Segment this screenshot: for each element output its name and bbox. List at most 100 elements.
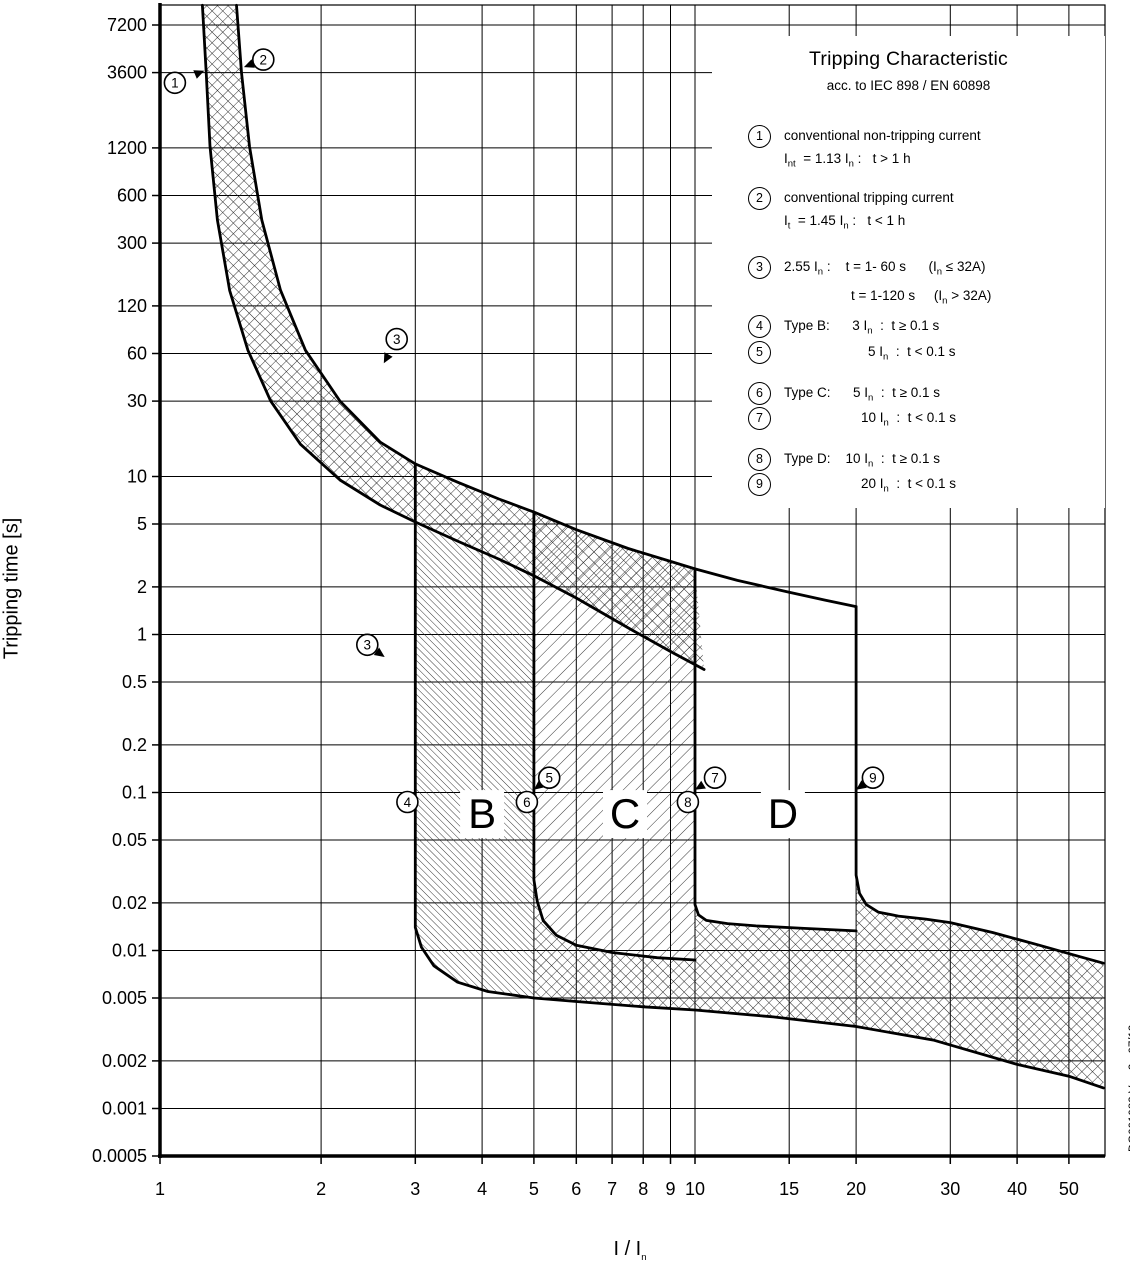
marker-pointer bbox=[193, 70, 205, 79]
legend-item-text: Type B: 3 In : t ≥ 0.1 s bbox=[784, 318, 940, 337]
x-tick-label: 4 bbox=[477, 1179, 487, 1199]
legend-item-text: conventional tripping current It = 1.45 I… bbox=[784, 190, 954, 232]
legend-item-text: 20 In : t < 0.1 s bbox=[861, 476, 956, 495]
marker-pointer bbox=[533, 780, 545, 790]
region-type-c-region bbox=[533, 512, 695, 960]
marker-number: 5 bbox=[545, 771, 553, 786]
x-tick-label: 10 bbox=[685, 1179, 705, 1199]
legend-items: 1 conventional non-tripping current Int = … bbox=[712, 36, 1105, 508]
y-tick-label: 600 bbox=[117, 186, 147, 206]
marker-number: 1 bbox=[171, 76, 179, 91]
x-tick-label: 3 bbox=[410, 1179, 420, 1199]
legend-subtitle: acc. to IEC 898 / EN 60898 bbox=[826, 78, 991, 93]
x-tick-label: 5 bbox=[529, 1179, 539, 1199]
x-axis-title: I / In bbox=[550, 1238, 710, 1263]
marker-number: 2 bbox=[260, 52, 268, 67]
y-tick-label: 0.2 bbox=[122, 735, 147, 755]
y-tick-label: 0.5 bbox=[122, 672, 147, 692]
marker-pointer bbox=[373, 647, 385, 657]
legend-item-9: 9 20 In : t < 0.1 s bbox=[748, 472, 956, 501]
x-tick-label: 15 bbox=[779, 1179, 799, 1199]
marker-circle-5 bbox=[537, 766, 561, 790]
marker-circle-7 bbox=[703, 766, 727, 790]
legend-item-text: conventional non-tripping current Int = 1… bbox=[784, 128, 981, 170]
legend-item-number: 8 bbox=[748, 448, 771, 471]
y-tick-label: 120 bbox=[117, 296, 147, 316]
marker-circle-3 bbox=[355, 633, 379, 657]
curve-type-c-magnetic-min-5In bbox=[532, 510, 697, 962]
region-type-b-region bbox=[415, 522, 534, 998]
y-tick-label: 0.005 bbox=[102, 988, 147, 1008]
legend-item-number: 9 bbox=[748, 473, 771, 496]
legend-item-1: 1 conventional non-tripping current Int = … bbox=[748, 124, 981, 176]
marker-pointer bbox=[383, 352, 393, 364]
legend-panel: Tripping Characteristic acc. to IEC 898 … bbox=[712, 36, 1105, 508]
marker-circle-3 bbox=[385, 327, 409, 351]
marker-circle-9 bbox=[861, 766, 885, 790]
zone-letters: B C D bbox=[460, 790, 805, 839]
y-tick-label: 30 bbox=[127, 391, 147, 411]
y-tick-label: 0.02 bbox=[112, 893, 147, 913]
zone-label-C: C bbox=[610, 790, 640, 837]
y-tick-label: 0.05 bbox=[112, 830, 147, 850]
marker-pointer bbox=[856, 780, 867, 790]
marker-pointer bbox=[695, 780, 706, 790]
legend-item-number: 3 bbox=[748, 256, 771, 279]
marker-number: 7 bbox=[711, 771, 719, 786]
marker-circle-8 bbox=[676, 790, 700, 814]
legend-item-2: 2 conventional tripping current It = 1.45 … bbox=[748, 186, 954, 238]
y-tick-label: 300 bbox=[117, 233, 147, 253]
marker-number: 3 bbox=[364, 638, 372, 653]
legend-item-5: 5 5 In : t < 0.1 s bbox=[748, 340, 955, 369]
y-tick-label: 0.001 bbox=[102, 1099, 147, 1119]
marker-number: 6 bbox=[523, 795, 531, 810]
legend-item-text: 10 In : t < 0.1 s bbox=[861, 410, 956, 429]
x-axis-title-subscript: n bbox=[641, 1252, 647, 1263]
y-tick-label: 5 bbox=[137, 514, 147, 534]
marker-circle-6 bbox=[515, 790, 539, 814]
y-tick-label: 1 bbox=[137, 625, 147, 645]
zone-label-D: D bbox=[768, 790, 798, 837]
x-tick-label: 20 bbox=[846, 1179, 866, 1199]
legend-item-number: 2 bbox=[748, 187, 771, 210]
y-tick-label: 0.0005 bbox=[92, 1146, 147, 1166]
marker-number: 4 bbox=[404, 795, 412, 810]
x-axis-title-text: I / I bbox=[613, 1238, 642, 1260]
x-tick-label: 8 bbox=[638, 1179, 648, 1199]
zone-label-B: B bbox=[468, 790, 496, 837]
marker-circle-1 bbox=[163, 71, 187, 95]
legend-item-4: 4 Type B: 3 In : t ≥ 0.1 s bbox=[748, 314, 939, 343]
legend-item-text: 5 In : t < 0.1 s bbox=[868, 344, 956, 363]
legend-item-7: 7 10 In : t < 0.1 s bbox=[748, 406, 956, 435]
y-tick-label: 10 bbox=[127, 467, 147, 487]
legend-title: Tripping Characteristic bbox=[809, 48, 1008, 70]
legend-item-8: 8 Type D: 10 In : t ≥ 0.1 s bbox=[748, 447, 940, 476]
region-instantaneous-tripping-band bbox=[533, 875, 1104, 1088]
marker-circle-4 bbox=[396, 790, 419, 814]
legend-item-number: 5 bbox=[748, 341, 771, 364]
y-tick-label: 3600 bbox=[107, 63, 147, 83]
legend-item-number: 7 bbox=[748, 407, 771, 430]
limit-curves bbox=[201, 3, 1105, 1090]
x-tick-label: 6 bbox=[571, 1179, 581, 1199]
y-tick-label: 60 bbox=[127, 344, 147, 364]
y-tick-label: 0.002 bbox=[102, 1051, 147, 1071]
marker-number: 9 bbox=[869, 771, 877, 786]
legend-item-text: 2.55 In : t = 1- 60 s (In ≤ 32A) t = 1-12… bbox=[784, 259, 992, 307]
axes-and-ticks: 7200360012006003001206030105210.50.20.10… bbox=[92, 3, 1106, 1199]
y-tick-label: 1200 bbox=[107, 138, 147, 158]
legend-item-number: 6 bbox=[748, 382, 771, 405]
curve-type-d-magnetic-min-10In bbox=[693, 567, 858, 933]
curve-thermal-upper-limit bbox=[235, 3, 858, 608]
shaded-regions bbox=[202, 5, 1104, 1088]
y-tick-label: 2 bbox=[137, 577, 147, 597]
y-tick-label: 0.01 bbox=[112, 941, 147, 961]
x-tick-label: 7 bbox=[607, 1179, 617, 1199]
legend-item-number: 4 bbox=[748, 315, 771, 338]
legend-item-6: 6 Type C: 5 In : t ≥ 0.1 s bbox=[748, 381, 940, 410]
x-tick-label: 1 bbox=[155, 1179, 165, 1199]
curve-type-b-magnetic-min-3In bbox=[413, 462, 1105, 1090]
y-tick-label: 7200 bbox=[107, 15, 147, 35]
